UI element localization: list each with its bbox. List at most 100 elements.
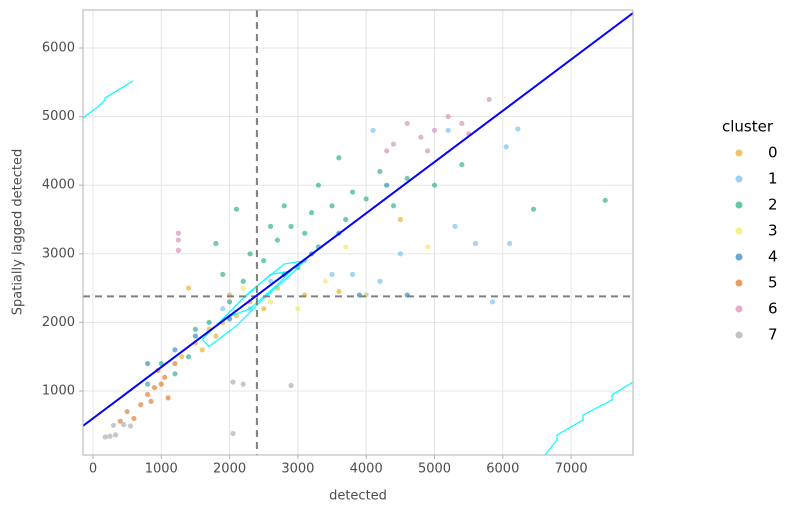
x-tick-label: 0	[89, 462, 97, 477]
point	[240, 285, 246, 291]
density-contour	[83, 80, 134, 119]
legend-swatch	[735, 227, 743, 235]
point	[390, 141, 397, 147]
point	[267, 278, 274, 284]
legend-swatch	[735, 331, 743, 339]
point	[308, 210, 315, 216]
point	[507, 240, 513, 247]
point	[175, 237, 181, 243]
point	[240, 278, 246, 284]
point	[175, 247, 181, 253]
point	[404, 175, 410, 181]
point	[267, 223, 274, 229]
point	[186, 354, 192, 360]
point	[124, 408, 130, 415]
legend: cluster 0 1 2 3 4 5 6 7	[722, 118, 778, 344]
regression-line	[83, 12, 633, 427]
point	[302, 230, 308, 236]
y-tick-label: 1000	[42, 383, 75, 398]
point	[445, 127, 451, 133]
point	[172, 360, 178, 367]
point	[230, 379, 236, 385]
x-tick-label: 2000	[213, 462, 246, 477]
point	[206, 319, 212, 325]
point	[138, 402, 144, 408]
x-tick-label: 4000	[350, 462, 383, 477]
point	[602, 197, 608, 203]
point	[121, 422, 127, 428]
x-tick-label: 3000	[281, 462, 314, 477]
legend-swatch	[735, 175, 743, 183]
y-tick-label: 2000	[42, 315, 75, 330]
legend-swatch	[735, 253, 743, 261]
point	[397, 216, 403, 223]
density-contour	[222, 270, 293, 320]
point	[370, 127, 376, 133]
x-tick-label: 5000	[418, 462, 451, 477]
point	[459, 162, 465, 168]
point	[145, 381, 151, 387]
legend-swatch	[735, 279, 743, 287]
point	[445, 114, 451, 120]
point	[384, 148, 390, 154]
point	[110, 422, 117, 428]
point	[418, 134, 424, 140]
point	[295, 306, 301, 312]
point	[274, 237, 280, 243]
point	[261, 306, 267, 312]
point	[336, 155, 342, 161]
legend-swatch	[735, 201, 743, 209]
legend-label: 4	[768, 248, 778, 266]
point	[233, 206, 240, 212]
point	[377, 168, 383, 175]
point	[192, 333, 199, 339]
point	[107, 433, 113, 439]
point	[377, 278, 383, 284]
point	[404, 120, 410, 127]
legend-label: 3	[768, 222, 778, 240]
x-tick-label: 6000	[486, 462, 519, 477]
legend-swatch	[735, 149, 743, 157]
point	[162, 374, 168, 380]
point	[102, 434, 108, 440]
point	[261, 258, 267, 264]
plot-marks	[83, 10, 633, 455]
point	[425, 148, 431, 154]
point	[131, 415, 137, 422]
density-contour	[544, 381, 633, 455]
point	[172, 371, 178, 377]
point	[489, 299, 496, 305]
legend-swatch	[735, 305, 743, 313]
point	[145, 391, 151, 398]
plot-area	[83, 10, 633, 455]
point	[384, 182, 390, 188]
point	[343, 216, 349, 223]
point	[151, 384, 158, 391]
point	[349, 271, 356, 277]
legend-label: 0	[768, 144, 778, 162]
x-tick-label: 7000	[555, 462, 588, 477]
point	[230, 430, 236, 437]
point	[213, 333, 219, 339]
point	[186, 285, 192, 291]
point	[112, 432, 119, 438]
point	[472, 240, 479, 247]
point	[431, 127, 438, 133]
point	[425, 244, 431, 250]
y-tick-label: 4000	[42, 178, 75, 193]
point	[431, 182, 438, 188]
legend-label: 2	[768, 196, 778, 214]
point	[145, 360, 151, 367]
point	[158, 360, 164, 367]
point	[336, 288, 342, 295]
point	[486, 96, 492, 103]
point	[329, 203, 335, 209]
point	[117, 418, 123, 424]
point	[199, 347, 205, 353]
plot-border	[82, 9, 634, 456]
point	[459, 120, 465, 127]
legend-label: 6	[768, 300, 778, 318]
point	[530, 206, 537, 212]
point	[158, 381, 164, 387]
